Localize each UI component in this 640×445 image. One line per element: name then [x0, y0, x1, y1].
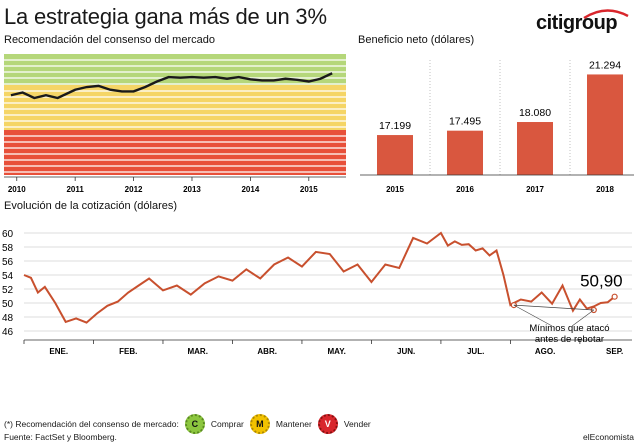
brand: elEconomista — [582, 432, 634, 442]
x-tick-label-MAR.: MAR. — [187, 347, 207, 356]
consensus-line — [10, 72, 333, 100]
annotation-leader — [513, 304, 553, 327]
buy-badge-icon: C — [184, 414, 205, 434]
bar-2018 — [587, 74, 623, 175]
sell-badge-icon: V — [317, 414, 338, 434]
x-tick-label-2011: 2011 — [66, 185, 84, 194]
last-value-marker — [611, 293, 618, 300]
x-tick-label-2013: 2013 — [183, 185, 201, 194]
x-tick-label-2018: 2018 — [596, 185, 614, 194]
profit-chart-title: Beneficio neto (dólares) — [358, 34, 475, 46]
price-chart-title: Evolución de la cotización (dólares) — [4, 200, 178, 212]
y-tick-label-46: 46 — [2, 327, 14, 338]
x-tick-label-2012: 2012 — [125, 185, 143, 194]
x-tick-label-FEB.: FEB. — [119, 347, 137, 356]
buy-label: Comprar — [210, 419, 244, 429]
price-chart: 46 48 50 52 54 56 58 60 ENE. FEB. MAR. ABR. MAY. JUN.… — [2, 229, 632, 356]
sell-label: Vender — [343, 419, 371, 429]
x-tick-label-AGO.: AGO. — [535, 347, 555, 356]
x-tick-label-2015: 2015 — [386, 185, 404, 194]
annotation-text: antes de rebotar — [535, 334, 604, 345]
bar-2015 — [377, 135, 413, 175]
price-line — [23, 231, 616, 324]
bar-2017 — [517, 122, 553, 175]
bar-label-2016: 17.495 — [449, 116, 481, 128]
citigroup-logo: citigroup — [536, 6, 636, 36]
support-line — [513, 304, 594, 311]
zone-mantener — [4, 85, 346, 130]
footnote: (*) Recomendación del consenso de mercad… — [4, 414, 371, 434]
footnote-label: (*) Recomendación del consenso de mercad… — [4, 419, 179, 429]
bar-label-2018: 21.294 — [589, 59, 621, 71]
y-tick-label-52: 52 — [2, 285, 14, 296]
x-tick-label-ABR.: ABR. — [257, 347, 277, 356]
x-tick-label-MAY.: MAY. — [327, 347, 345, 356]
hold-badge-icon: M — [249, 414, 270, 434]
y-tick-label-54: 54 — [2, 271, 14, 282]
consensus-chart: 2010 2011 2012 2013 2014 2015 — [4, 54, 346, 194]
x-tick-label-SEP.: SEP. — [606, 347, 623, 356]
annotation-leader — [571, 309, 594, 327]
bar-label-2015: 17.199 — [379, 120, 411, 132]
y-tick-label-58: 58 — [2, 243, 14, 254]
y-tick-label-48: 48 — [2, 313, 14, 324]
y-tick-label-50: 50 — [2, 299, 14, 310]
annotation-text: Mínimos que atacó — [529, 323, 609, 334]
x-tick-label-2014: 2014 — [241, 185, 259, 194]
umbrella-arc-icon — [583, 9, 629, 20]
x-tick-label-2015: 2015 — [300, 185, 318, 194]
bar-label-2017: 18.080 — [519, 107, 551, 119]
x-tick-label-JUL.: JUL. — [467, 347, 484, 356]
logo-wordmark: citigroup — [536, 12, 618, 34]
headline: La estrategia gana más de un 3% — [4, 4, 327, 29]
source: Fuente: FactSet y Bloomberg. — [4, 432, 117, 442]
x-tick-label-2017: 2017 — [526, 185, 544, 194]
profit-chart: 17.199 2015 17.495 2016 18.080 2017 21.294 2018 — [360, 59, 634, 194]
y-tick-label-56: 56 — [2, 257, 14, 268]
consensus-chart-title: Recomendación del consenso del mercado — [4, 34, 215, 46]
x-tick-label-ENE.: ENE. — [49, 347, 68, 356]
x-tick-label-2016: 2016 — [456, 185, 474, 194]
x-tick-label-2010: 2010 — [8, 185, 26, 194]
x-tick-label-JUN.: JUN. — [397, 347, 415, 356]
hold-label: Mantener — [275, 419, 312, 429]
bar-2016 — [447, 130, 483, 175]
y-tick-label-60: 60 — [2, 229, 14, 240]
last-value-label: 50,90 — [580, 272, 623, 291]
zone-vender — [4, 130, 346, 175]
